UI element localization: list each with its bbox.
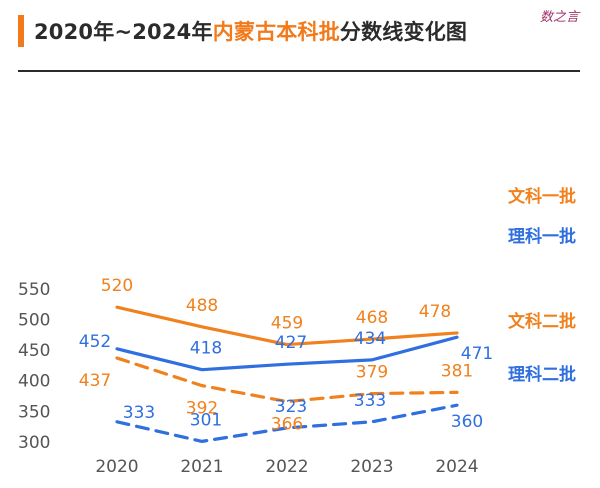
series-line-2	[115, 335, 459, 372]
data-label: 360	[451, 412, 483, 432]
y-axis: 300 350 400 450 500 550	[18, 280, 50, 453]
series-line-4	[115, 403, 459, 443]
watermark-logo: 数之言	[540, 10, 580, 25]
data-label: 452	[79, 332, 111, 352]
legend-entry: 理科一批	[508, 226, 576, 247]
series-lines	[115, 305, 459, 443]
data-label: 333	[354, 391, 386, 411]
chart-title: 2020年~2024年内蒙古本科批分数线变化图	[34, 16, 467, 46]
data-label: 488	[186, 296, 218, 316]
data-label: 392	[186, 399, 218, 419]
title-prefix: 2020年~2024年	[34, 20, 213, 44]
data-label: 520	[101, 276, 133, 296]
title-bar: 2020年~2024年内蒙古本科批分数线变化图	[18, 14, 467, 48]
y-tick-label: 400	[18, 372, 50, 392]
data-label: 333	[123, 403, 155, 423]
title-divider	[18, 70, 580, 72]
data-label: 468	[356, 308, 388, 328]
legend-entry: 文科二批	[508, 311, 576, 332]
x-axis: 2020 2021 2022 2023 2024	[95, 457, 478, 477]
title-accent-bar	[18, 15, 24, 47]
x-tick-label: 2023	[350, 457, 393, 477]
data-label: 381	[441, 361, 473, 381]
title-suffix: 分数线变化图	[339, 20, 468, 44]
title-highlight: 内蒙古本科批	[212, 20, 340, 44]
y-tick-label: 500	[18, 310, 50, 330]
x-tick-label: 2021	[180, 457, 223, 477]
data-label: 323	[275, 397, 307, 417]
x-tick-label: 2020	[95, 457, 138, 477]
data-label: 379	[356, 363, 388, 383]
x-tick-label: 2024	[435, 457, 478, 477]
legend-entry: 理科二批	[508, 364, 576, 385]
data-label: 301	[190, 410, 222, 430]
data-label: 459	[271, 314, 303, 334]
x-tick-label: 2022	[265, 457, 308, 477]
y-tick-label: 550	[18, 280, 50, 300]
data-label: 471	[461, 344, 493, 364]
data-label: 427	[275, 333, 307, 353]
series-line-3	[115, 356, 459, 404]
legend-entry: 文科一批	[508, 186, 576, 207]
data-label: 478	[419, 302, 451, 322]
series-line-1	[115, 305, 459, 347]
y-tick-label: 350	[18, 402, 50, 422]
data-label: 418	[190, 339, 222, 359]
data-label: 366	[271, 415, 303, 435]
data-label: 434	[354, 329, 386, 349]
y-tick-label: 300	[18, 433, 50, 453]
y-tick-label: 450	[18, 341, 50, 361]
data-label: 437	[79, 371, 111, 391]
